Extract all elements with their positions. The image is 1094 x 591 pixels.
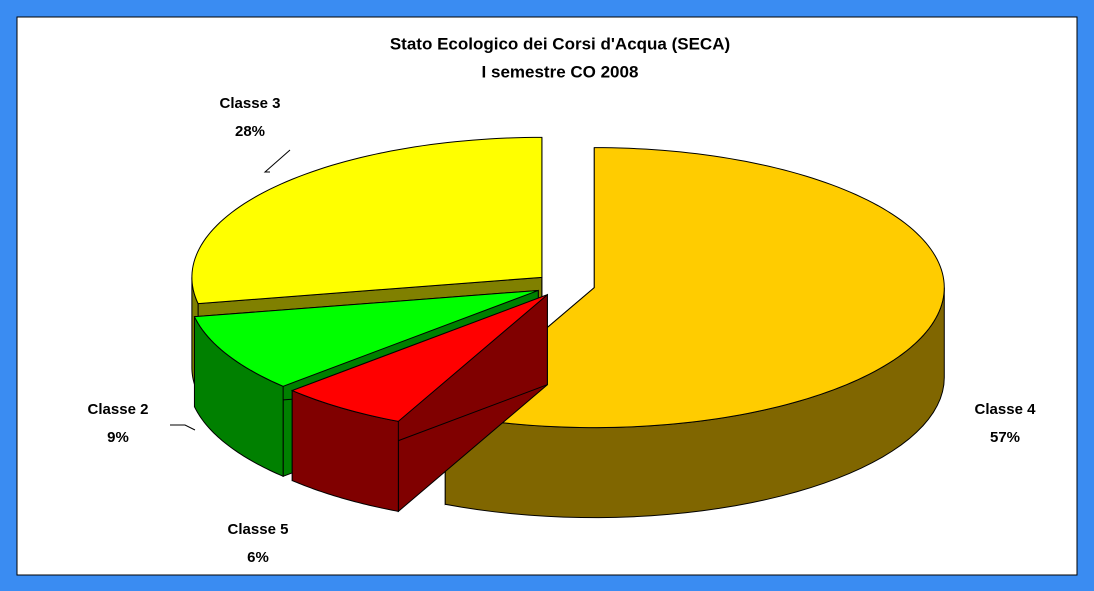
data-label-value: 6%	[247, 549, 269, 566]
leader-line	[263, 149, 291, 173]
slice	[290, 294, 548, 422]
data-label-name: Classe 5	[228, 521, 289, 538]
chart-title: Stato Ecologico dei Corsi d'Acqua (SECA)	[390, 34, 730, 53]
data-label-value: 28%	[235, 123, 265, 140]
leader-line	[170, 424, 196, 431]
slice	[290, 293, 548, 513]
data-label-value: 57%	[990, 429, 1020, 446]
chart-subtitle: I semestre CO 2008	[482, 62, 639, 81]
data-label-name: Classe 3	[220, 95, 281, 112]
data-label-value: 9%	[107, 429, 129, 446]
data-label-name: Classe 2	[88, 401, 149, 418]
slice	[193, 289, 539, 387]
data-label-name: Classe 4	[975, 401, 1037, 418]
slice	[191, 136, 543, 305]
slice	[444, 147, 945, 429]
